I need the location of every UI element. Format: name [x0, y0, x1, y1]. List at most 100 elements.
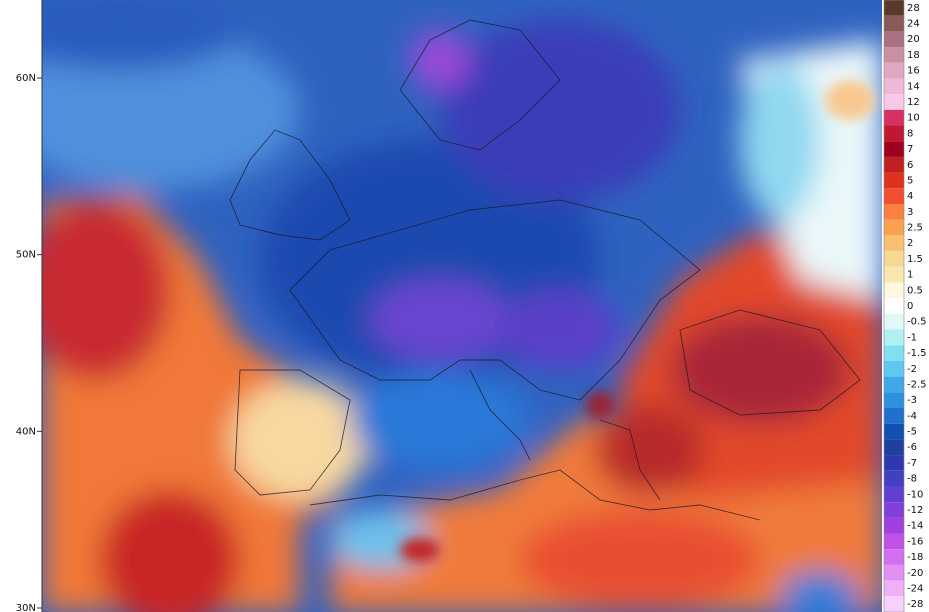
legend-swatch: [884, 251, 904, 267]
blob: [350, 370, 530, 470]
coastline: [679, 309, 861, 416]
legend-swatch: [884, 0, 904, 16]
legend-label: 0.5: [907, 285, 923, 296]
legend-swatch: [884, 298, 904, 314]
legend-swatch: [884, 266, 904, 283]
legend-label: 1.5: [907, 254, 923, 265]
legend-label: 1: [907, 270, 913, 281]
legend-swatch: [884, 204, 904, 220]
blob: [780, 570, 860, 612]
legend-label: -16: [907, 536, 923, 547]
legend-label: -1.5: [907, 348, 927, 359]
legend-swatch: [884, 156, 904, 173]
legend-label: 7: [907, 144, 913, 155]
legend-swatch: [884, 376, 904, 393]
detail-blobs: [400, 80, 875, 562]
blob: [42, 0, 240, 70]
blob: [520, 510, 760, 610]
lat-label: 30N: [16, 603, 36, 612]
coastline: [289, 199, 701, 401]
legend-label: -10: [907, 489, 923, 500]
legend-label: 14: [907, 81, 920, 92]
blob: [100, 490, 240, 612]
legend-swatch: [884, 549, 904, 565]
blob: [230, 380, 370, 500]
legend-swatch: [884, 47, 904, 63]
legend-label: 3: [907, 207, 913, 218]
legend-label: -6: [907, 442, 917, 453]
lat-label: 60N: [16, 73, 36, 84]
legend-swatch: [884, 392, 904, 408]
blob: [670, 315, 850, 425]
lat-label: 50N: [16, 250, 36, 261]
legend-swatch: [884, 282, 904, 299]
legend-label: -4: [907, 411, 917, 422]
map-field: [42, 0, 882, 612]
legend-swatch: [884, 219, 904, 236]
legend-label: 0: [907, 301, 913, 312]
legend-swatch: [884, 235, 904, 252]
color-legend: 28 24 20 18 16 14 12 10 8 7 6 5 4 3 2.5 2 1.5 1 0.5 0 -0.5 -1…: [882, 0, 929, 612]
blob: [370, 280, 510, 360]
legend-label: 8: [907, 128, 913, 139]
legend-swatch: [884, 313, 904, 330]
legend-frame: [883, 0, 905, 612]
legend-label: 6: [907, 160, 913, 171]
legend-swatch: [884, 470, 904, 487]
legend-label: 18: [907, 50, 920, 61]
legend-swatch: [884, 486, 904, 503]
blob: [42, 200, 170, 380]
legend-label: -20: [907, 568, 923, 579]
coastline: [399, 19, 561, 151]
legend-swatch: [884, 31, 904, 48]
legend-swatch: [884, 172, 904, 189]
legend-label: -2.5: [907, 379, 927, 390]
legend-label: 4: [907, 191, 913, 202]
legend-swatch: [884, 109, 904, 126]
latitude-labels: 60N 50N 40N 30N: [16, 73, 42, 612]
legend-label: 28: [907, 3, 920, 14]
coastline: [599, 419, 661, 501]
legend-swatch: [884, 439, 904, 456]
legend-label: -7: [907, 458, 917, 469]
lat-label: 40N: [16, 426, 36, 437]
legend-swatch: [884, 502, 904, 518]
legend-label: -24: [907, 583, 923, 594]
blob: [410, 30, 470, 90]
legend-swatch: [884, 62, 904, 79]
legend-swatch: [884, 78, 904, 95]
legend-label: -12: [907, 505, 923, 516]
legend-swatch: [884, 125, 904, 142]
legend-swatch: [884, 408, 904, 424]
legend-label: -18: [907, 552, 923, 563]
coastline: [229, 129, 351, 241]
legend-swatch: [884, 360, 904, 377]
legend-swatch: [884, 15, 904, 32]
legend-label: 2: [907, 238, 913, 249]
legend-label: -14: [907, 521, 923, 532]
coastline: [234, 369, 351, 496]
legend-swatch: [884, 423, 904, 440]
legend-label: 10: [907, 113, 920, 124]
legend-swatch: [884, 188, 904, 204]
legend-label: -28: [907, 599, 923, 610]
legend-label: -0.5: [907, 317, 927, 328]
blob: [400, 538, 440, 562]
blob: [586, 391, 614, 419]
legend-swatch: [884, 329, 904, 346]
coastline: [309, 469, 761, 521]
legend-label: 24: [907, 19, 920, 30]
blob: [595, 405, 705, 495]
legend-swatch: [884, 141, 904, 157]
coastline: [469, 369, 531, 461]
legend-label: -1: [907, 332, 917, 343]
blob: [740, 60, 820, 220]
legend-label: -2: [907, 364, 917, 375]
blob: [440, 20, 680, 200]
legend-label: 12: [907, 97, 920, 108]
legend-swatch: [884, 564, 904, 581]
legend-label: 5: [907, 175, 913, 186]
legend-label: -3: [907, 395, 917, 406]
legend-label: -8: [907, 474, 917, 485]
